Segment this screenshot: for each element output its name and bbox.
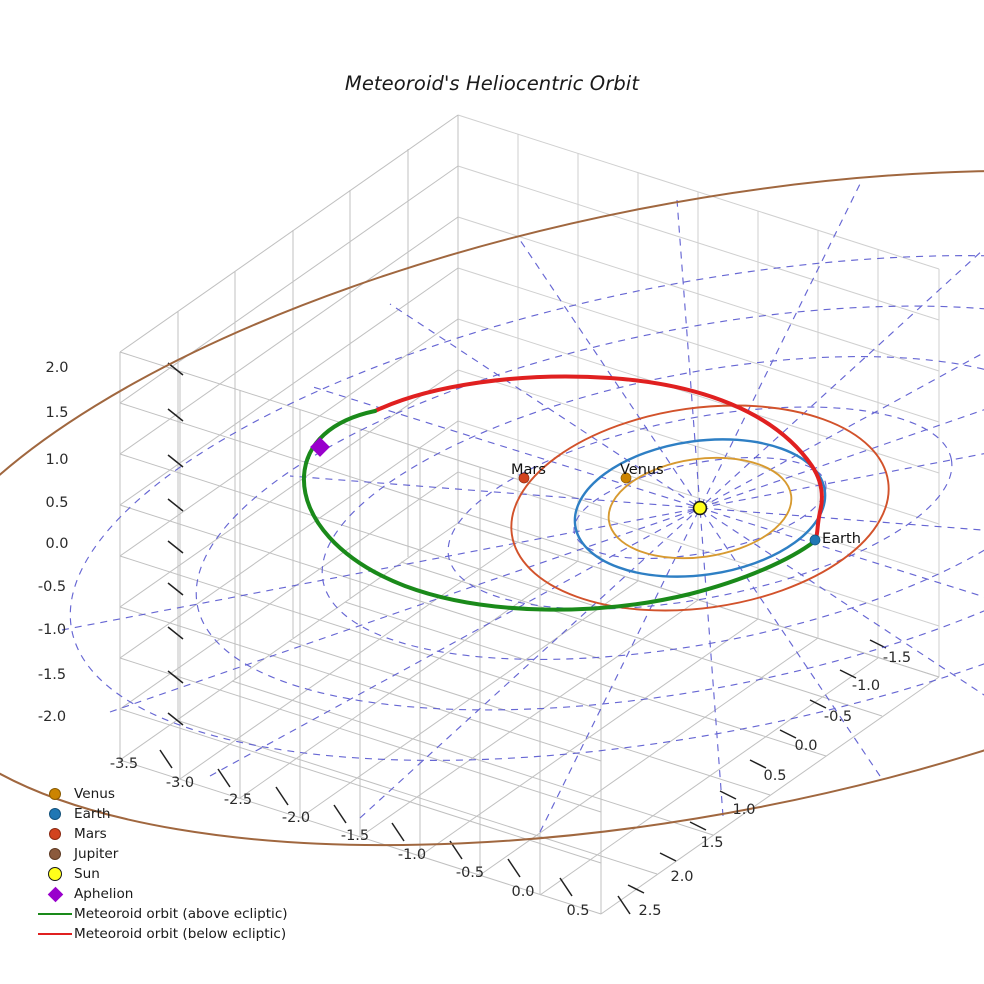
page-title: Meteoroid's Heliocentric Orbit [344, 72, 640, 95]
legend-item-venus: Venus [36, 784, 306, 804]
legend-item-mars: Mars [36, 824, 306, 844]
backleft-wall-horizontal [119, 351, 602, 864]
legend-label: Earth [74, 806, 111, 822]
y-tick: 1.0 [732, 802, 756, 818]
mars-marker [518, 472, 530, 484]
z-tick: -2.0 [37, 709, 67, 725]
orbit-mars [510, 404, 890, 612]
x-tick: 0.0 [511, 884, 535, 900]
red-line-icon [36, 933, 74, 935]
polar-rings [69, 255, 984, 761]
legend-label: Jupiter [74, 846, 119, 862]
x-tick: -1.0 [397, 847, 427, 863]
backright-wall-horizontal [119, 114, 459, 710]
legend-item-aphelion: Aphelion [36, 884, 306, 904]
x-tick: 0.5 [566, 903, 590, 919]
y-tick: -0.5 [823, 709, 853, 725]
z-tick: 0.5 [45, 495, 69, 511]
orbit-venus [607, 456, 793, 560]
x-tick: -2.5 [223, 792, 253, 808]
earth-icon [36, 807, 74, 821]
legend-label: Aphelion [74, 886, 134, 902]
earth-marker [809, 534, 821, 546]
sun-marker [692, 500, 708, 516]
sun-icon [36, 866, 74, 882]
z-tick: 1.5 [45, 405, 69, 421]
mars-label: Mars [511, 462, 546, 478]
jupiter-icon [36, 847, 74, 861]
y-tick: 0.5 [763, 768, 787, 784]
legend-item-jupiter: Jupiter [36, 844, 306, 864]
venus-label: Venus [620, 462, 664, 478]
aphelion-marker [310, 437, 330, 457]
z-tick: 2.0 [45, 360, 69, 376]
y-tick: 2.5 [638, 903, 662, 919]
legend-label: Meteoroid orbit (below ecliptic) [74, 926, 287, 942]
y-tick: -1.0 [851, 678, 881, 694]
floor-grid-y [119, 522, 940, 915]
green-line-icon [36, 913, 74, 915]
z-tick: -0.5 [37, 579, 67, 595]
earth-label: Earth [822, 531, 861, 547]
legend-label: Sun [74, 866, 100, 882]
x-tick: -0.5 [455, 865, 485, 881]
orbit-earth [573, 438, 827, 578]
legend-label: Meteoroid orbit (above ecliptic) [74, 906, 288, 922]
venus-marker [620, 472, 632, 484]
x-tick: -1.5 [340, 828, 370, 844]
legend-item-sun: Sun [36, 864, 306, 884]
legend-label: Venus [74, 786, 115, 802]
z-tick: 1.0 [45, 452, 69, 468]
x-tick: -3.0 [165, 775, 195, 791]
y-tick: 2.0 [670, 869, 694, 885]
z-tick: -1.0 [37, 622, 67, 638]
orbit-jupiter [0, 169, 984, 847]
meteoroid-orbit-above-ecliptic [301, 409, 817, 612]
meteoroid-orbit-below-ecliptic [373, 374, 824, 540]
legend-item-orbit-below: Meteoroid orbit (below ecliptic) [36, 924, 306, 944]
z-tick: -1.5 [37, 667, 67, 683]
aphelion-icon [36, 886, 74, 902]
y-tick: 0.0 [794, 738, 818, 754]
mars-icon [36, 827, 74, 841]
legend-item-orbit-above: Meteoroid orbit (above ecliptic) [36, 904, 306, 924]
x-tick: -3.5 [109, 756, 139, 772]
y-tick: 1.5 [700, 835, 724, 851]
venus-icon [36, 787, 74, 801]
y-tick: -1.5 [882, 650, 912, 666]
x-tick: -2.0 [281, 810, 311, 826]
axis-tick-marks [159, 362, 887, 915]
legend-item-earth: Earth [36, 804, 306, 824]
legend: Venus Earth Mars Jupiter Sun [36, 784, 306, 944]
legend-label: Mars [74, 826, 107, 842]
z-tick: 0.0 [45, 536, 69, 552]
